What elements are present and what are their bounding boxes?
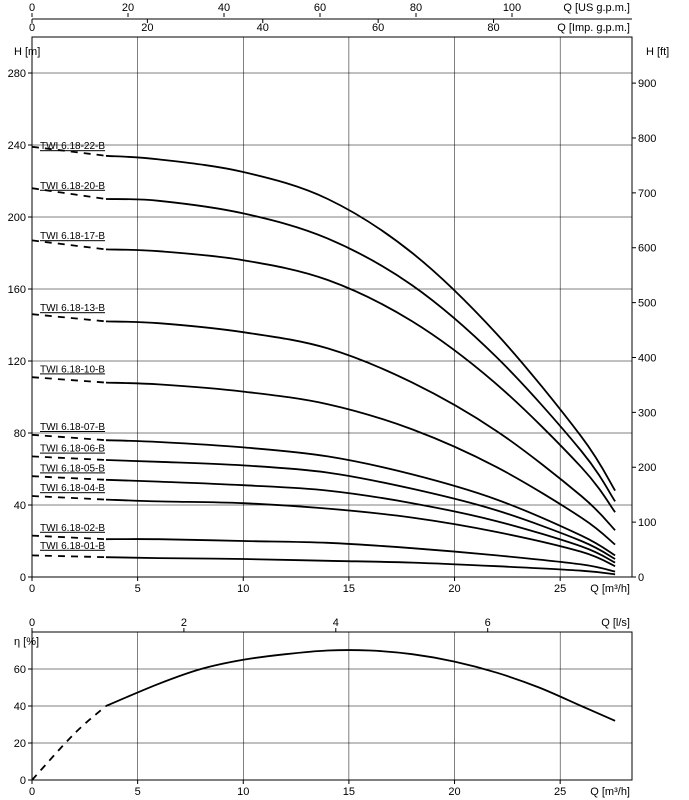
svg-text:TWI 6.18-07-B: TWI 6.18-07-B <box>40 422 105 433</box>
svg-text:60: 60 <box>314 2 326 14</box>
svg-text:25: 25 <box>554 583 566 595</box>
svg-text:Q [m³/h]: Q [m³/h] <box>590 583 630 595</box>
svg-text:60: 60 <box>372 22 384 34</box>
svg-text:2: 2 <box>181 617 187 629</box>
svg-text:100: 100 <box>503 2 521 14</box>
svg-text:80: 80 <box>14 428 26 440</box>
svg-text:120: 120 <box>8 356 26 368</box>
svg-text:0: 0 <box>20 572 26 584</box>
svg-text:60: 60 <box>14 664 26 676</box>
svg-text:0: 0 <box>29 2 35 14</box>
svg-text:240: 240 <box>8 140 26 152</box>
svg-text:280: 280 <box>8 68 26 80</box>
svg-text:600: 600 <box>638 243 656 255</box>
svg-text:0: 0 <box>29 617 35 629</box>
svg-text:η [%]: η [%] <box>14 636 39 648</box>
svg-text:40: 40 <box>14 500 26 512</box>
svg-text:4: 4 <box>333 617 339 629</box>
svg-text:40: 40 <box>218 2 230 14</box>
svg-text:200: 200 <box>638 462 656 474</box>
svg-text:TWI 6.18-01-B: TWI 6.18-01-B <box>40 541 105 552</box>
svg-text:15: 15 <box>343 583 355 595</box>
svg-text:5: 5 <box>135 786 141 798</box>
svg-text:6: 6 <box>485 617 491 629</box>
svg-text:TWI 6.18-20-B: TWI 6.18-20-B <box>40 181 105 192</box>
svg-text:500: 500 <box>638 298 656 310</box>
svg-text:300: 300 <box>638 407 656 419</box>
svg-text:0: 0 <box>29 786 35 798</box>
svg-text:20: 20 <box>448 583 460 595</box>
svg-text:TWI 6.18-10-B: TWI 6.18-10-B <box>40 364 105 375</box>
svg-text:20: 20 <box>141 22 153 34</box>
svg-text:Q [l/s]: Q [l/s] <box>601 617 630 629</box>
svg-text:H [ft]: H [ft] <box>646 46 669 58</box>
svg-text:TWI 6.18-17-B: TWI 6.18-17-B <box>40 231 105 242</box>
svg-text:H [m]: H [m] <box>14 46 40 58</box>
svg-text:10: 10 <box>237 583 249 595</box>
svg-text:15: 15 <box>343 786 355 798</box>
svg-text:5: 5 <box>135 583 141 595</box>
svg-text:TWI 6.18-13-B: TWI 6.18-13-B <box>40 303 105 314</box>
svg-text:80: 80 <box>410 2 422 14</box>
svg-text:160: 160 <box>8 284 26 296</box>
svg-text:0: 0 <box>29 583 35 595</box>
svg-text:100: 100 <box>638 517 656 529</box>
svg-text:0: 0 <box>638 572 644 584</box>
svg-text:Q [Imp. g.p.m.]: Q [Imp. g.p.m.] <box>557 22 630 34</box>
svg-text:10: 10 <box>237 786 249 798</box>
svg-text:20: 20 <box>122 2 134 14</box>
svg-text:TWI 6.18-02-B: TWI 6.18-02-B <box>40 523 105 534</box>
svg-text:900: 900 <box>638 78 656 90</box>
svg-text:20: 20 <box>448 786 460 798</box>
svg-text:Q [m³/h]: Q [m³/h] <box>590 786 630 798</box>
svg-text:TWI 6.18-22-B: TWI 6.18-22-B <box>40 141 105 152</box>
svg-text:TWI 6.18-04-B: TWI 6.18-04-B <box>40 483 105 494</box>
chart-svg: 020406080100Q [US g.p.m.]020406080Q [Imp… <box>0 0 689 800</box>
pump-curve-chart: 020406080100Q [US g.p.m.]020406080Q [Imp… <box>0 0 689 800</box>
svg-text:TWI 6.18-05-B: TWI 6.18-05-B <box>40 463 105 474</box>
svg-text:20: 20 <box>14 738 26 750</box>
svg-text:200: 200 <box>8 212 26 224</box>
svg-text:800: 800 <box>638 133 656 145</box>
svg-text:700: 700 <box>638 188 656 200</box>
svg-text:TWI 6.18-06-B: TWI 6.18-06-B <box>40 444 105 455</box>
svg-text:0: 0 <box>29 22 35 34</box>
svg-text:80: 80 <box>487 22 499 34</box>
svg-text:25: 25 <box>554 786 566 798</box>
svg-text:40: 40 <box>14 701 26 713</box>
svg-text:40: 40 <box>257 22 269 34</box>
svg-text:Q [US g.p.m.]: Q [US g.p.m.] <box>563 2 630 14</box>
svg-text:400: 400 <box>638 352 656 364</box>
svg-text:0: 0 <box>20 775 26 787</box>
